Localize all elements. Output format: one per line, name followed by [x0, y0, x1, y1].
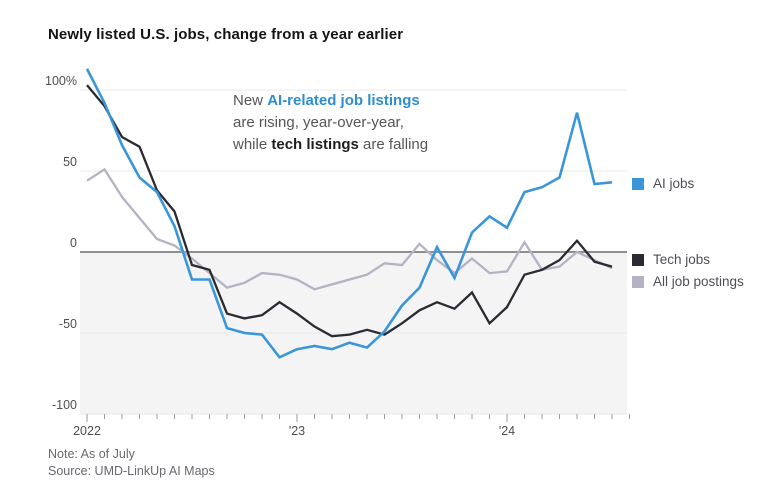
- x-axis-year-label-23: '23: [288, 424, 306, 438]
- annotation-line-2: are rising, year-over-year,: [233, 114, 404, 131]
- series-line-tech-jobs: [86, 84, 613, 338]
- series-line-ai-jobs: [85, 68, 613, 359]
- chart-title: Newly listed U.S. jobs, change from a ye…: [48, 26, 404, 43]
- annotation-text: while: [233, 136, 272, 153]
- legend-label-all-job-postings: All job postings: [653, 274, 744, 289]
- y-axis-tick-label: 0: [70, 236, 77, 250]
- annotation-text: New: [233, 92, 268, 109]
- chart-annotation: New AI-related job listings are rising, …: [233, 90, 428, 156]
- y-axis-tick-label: 50: [63, 155, 77, 169]
- y-axis-tick-label: -100: [51, 398, 77, 412]
- legend-item-all-job-postings: All job postings: [632, 274, 744, 289]
- annotation-ai-highlight: AI-related job listings: [267, 92, 420, 109]
- note-text: Note: As of July: [48, 447, 135, 461]
- source-text: Source: UMD-LinkUp AI Maps: [48, 464, 215, 478]
- legend-swatch-tech-jobs: [632, 253, 644, 266]
- y-axis-tick-label: 100%: [45, 74, 77, 88]
- y-axis-tick-label: -50: [58, 317, 77, 331]
- annotation-tech-highlight: tech listings: [271, 136, 359, 153]
- annotation-text: are falling: [358, 136, 429, 153]
- legend-label-tech-jobs: Tech jobs: [653, 252, 711, 267]
- legend-item-ai-jobs: AI jobs: [632, 176, 694, 191]
- legend-item-tech-jobs: Tech jobs: [632, 252, 710, 267]
- x-axis-year-label-24: '24: [498, 424, 516, 438]
- annotation-line-3: while tech listings are falling: [233, 134, 428, 156]
- x-axis-year-label-2022: 2022: [73, 424, 101, 438]
- annotation-line-1: New AI-related job listings: [233, 90, 428, 112]
- series-line-all-job-postings: [86, 167, 613, 291]
- legend-label-ai-jobs: AI jobs: [653, 176, 695, 191]
- legend-swatch-ai-jobs: [632, 177, 644, 190]
- legend-swatch-all-job-postings: [632, 275, 644, 288]
